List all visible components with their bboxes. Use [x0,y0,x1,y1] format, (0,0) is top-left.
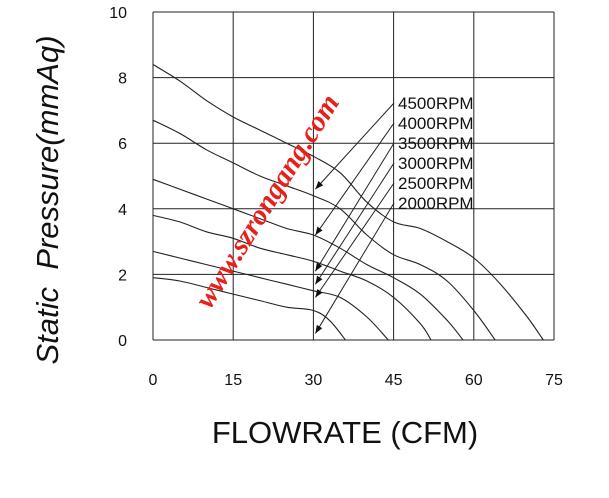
leader-arrowhead [315,325,322,334]
legend-label-3000rpm: 3000RPM [398,154,474,173]
y-tick-label: 8 [118,71,127,88]
y-tick-label: 4 [118,202,127,219]
leader-arrowhead [315,227,322,235]
legend-leader-lines [315,103,394,333]
y-tick-label: 2 [118,267,127,284]
leader-line [315,143,394,271]
legend: 4500RPM4000RPM3500RPM3000RPM2500RPM2000R… [398,94,474,213]
curve-2500rpm [153,251,388,340]
leader-line [315,183,394,297]
y-tick-label: 10 [109,5,127,22]
x-tick-label: 30 [305,372,323,389]
legend-label-4000rpm: 4000RPM [398,114,474,133]
curve-3000rpm [153,215,431,340]
leader-arrowhead [315,289,322,297]
x-tick-label: 0 [149,372,158,389]
x-tick-label: 45 [385,372,403,389]
y-tick-labels: 0 2 4 6 8 10 [109,5,127,350]
leader-line [315,123,394,235]
y-axis-label: Static Pressure(mmAq) [30,35,65,364]
x-tick-label: 60 [465,372,483,389]
x-axis-label: FLOWRATE (CFM) [212,415,478,450]
legend-label-4500rpm: 4500RPM [398,94,474,113]
leader-line [315,163,394,284]
leader-arrowhead [315,276,322,284]
x-tick-label: 75 [545,372,563,389]
legend-label-2000rpm: 2000RPM [398,194,474,213]
x-tick-labels: 0 15 30 45 60 75 [149,372,563,389]
legend-label-3500rpm: 3500RPM [398,134,474,153]
x-tick-label: 15 [224,372,242,389]
y-tick-label: 0 [118,333,127,350]
y-tick-label: 6 [118,136,127,153]
legend-label-2500rpm: 2500RPM [398,174,474,193]
